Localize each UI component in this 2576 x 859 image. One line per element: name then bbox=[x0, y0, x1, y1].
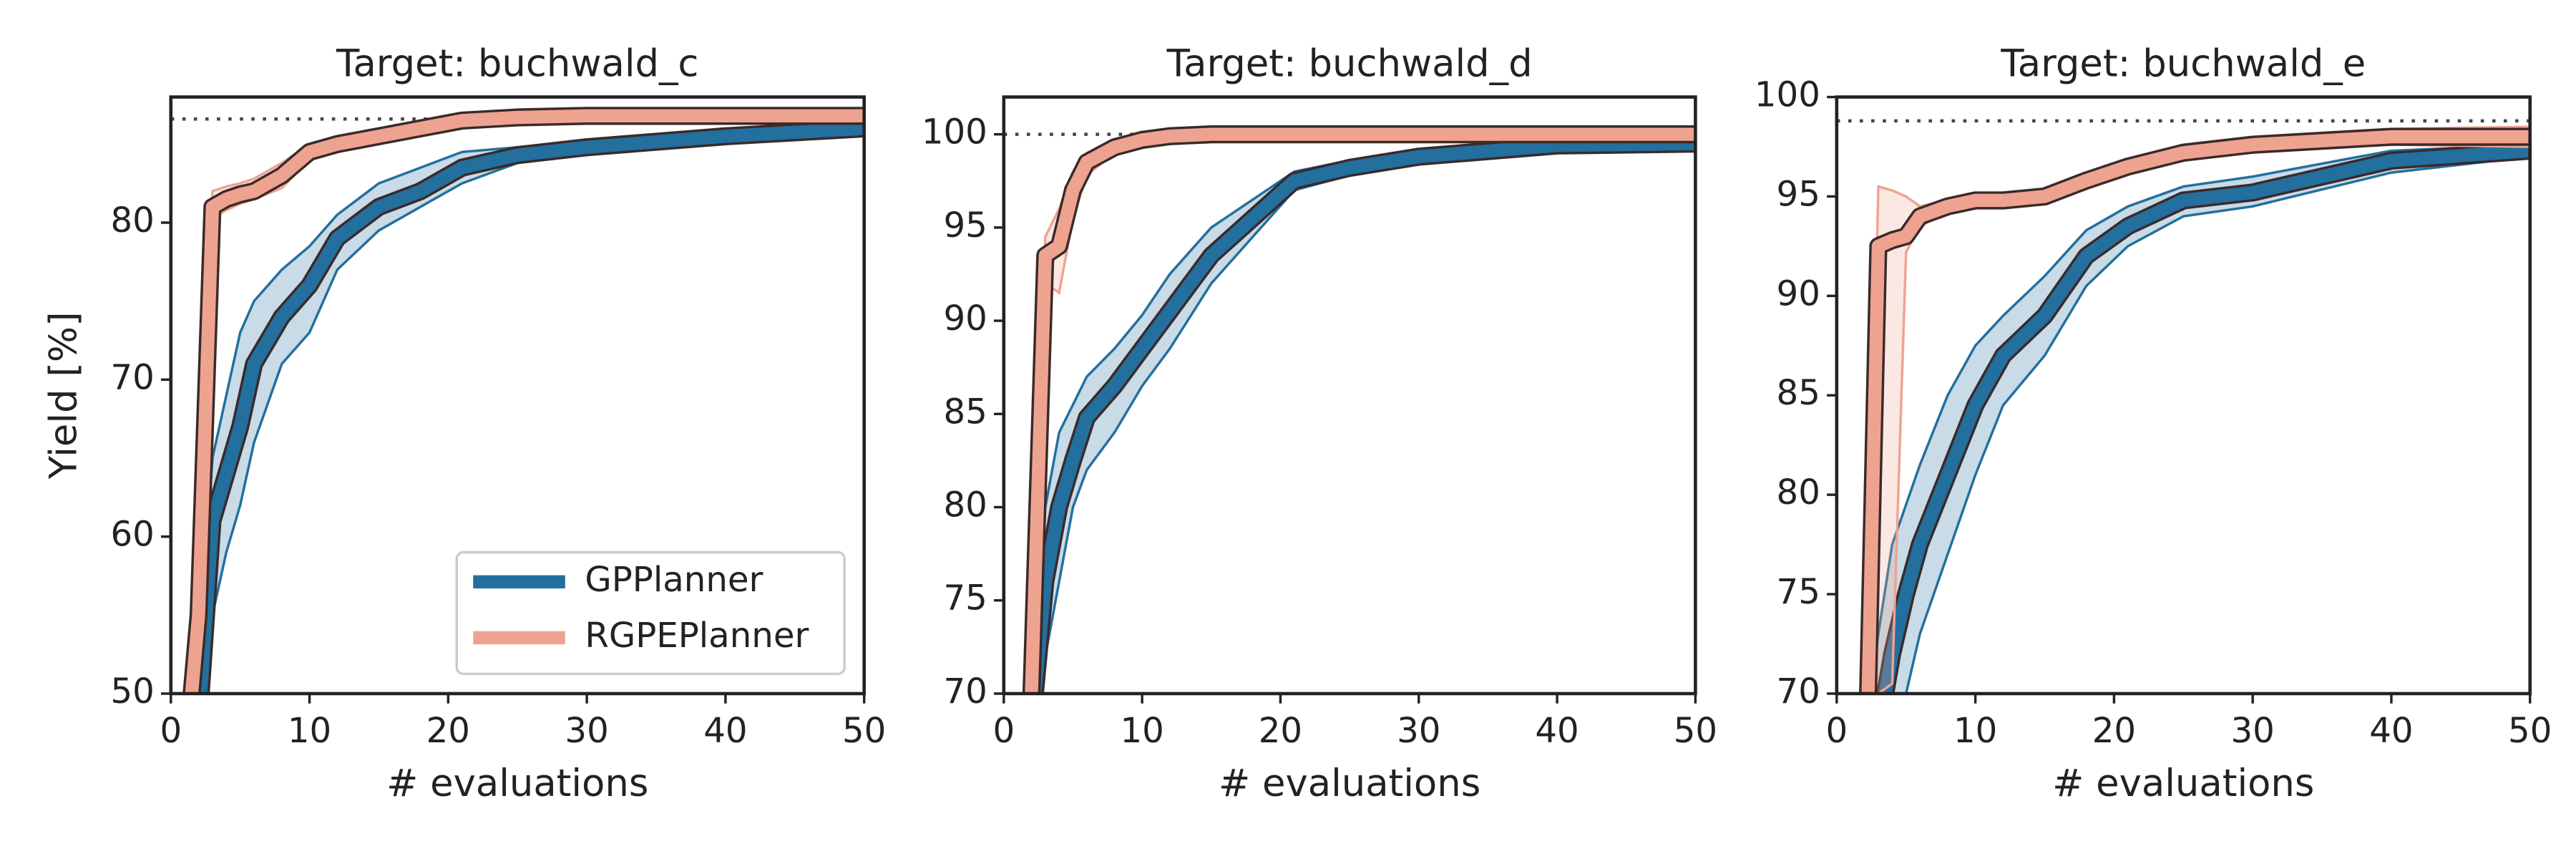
y-tick-label: 80 bbox=[110, 200, 154, 241]
y-tick-label: 80 bbox=[1777, 472, 1820, 513]
x-tick-label: 0 bbox=[160, 711, 182, 751]
y-tick-label: 70 bbox=[944, 671, 987, 712]
x-tick-label: 40 bbox=[1535, 711, 1579, 751]
plot-area bbox=[170, 107, 864, 694]
y-tick-label: 70 bbox=[1777, 671, 1820, 712]
y-tick-label: 70 bbox=[110, 357, 154, 397]
legend-label: GPPlanner bbox=[585, 560, 763, 600]
band bbox=[193, 124, 864, 694]
y-tick-label: 80 bbox=[944, 485, 987, 525]
y-tick-label: 90 bbox=[1777, 273, 1820, 314]
y-tick-label: 75 bbox=[944, 578, 987, 618]
line bbox=[1025, 127, 1696, 694]
y-tick-label: 50 bbox=[110, 671, 154, 712]
y-tick-label: 100 bbox=[1755, 75, 1820, 115]
chart-title: Target: buchwald_e bbox=[2000, 42, 2366, 86]
axes-frame bbox=[169, 95, 866, 696]
x-tick-label: 50 bbox=[842, 711, 886, 751]
axes-frame bbox=[1002, 95, 1697, 696]
plot-area bbox=[1003, 125, 1696, 694]
x-tick-label: 0 bbox=[992, 711, 1015, 751]
line bbox=[185, 109, 864, 694]
x-tick-label: 30 bbox=[565, 711, 608, 751]
x-tick-label: 30 bbox=[1397, 711, 1440, 751]
chart-title: Target: buchwald_c bbox=[336, 42, 699, 86]
x-tick-label: 30 bbox=[2230, 711, 2274, 751]
x-axis-label: # evaluations bbox=[1219, 762, 1480, 805]
band bbox=[1870, 143, 2530, 694]
line bbox=[1861, 130, 2530, 694]
y-tick-label: 85 bbox=[944, 392, 987, 432]
x-tick-label: 20 bbox=[1259, 711, 1302, 751]
y-tick-label: 95 bbox=[944, 205, 987, 246]
y-tick-label: 100 bbox=[922, 112, 987, 152]
x-tick-label: 40 bbox=[703, 711, 747, 751]
x-tick-label: 10 bbox=[1120, 711, 1163, 751]
x-tick-label: 40 bbox=[2369, 711, 2413, 751]
line bbox=[1878, 144, 2530, 694]
legend-label: RGPEPlanner bbox=[585, 616, 809, 656]
axes-frame bbox=[1835, 95, 2532, 696]
line bbox=[1028, 137, 1696, 694]
y-tick-label: 90 bbox=[944, 299, 987, 339]
x-tick-label: 10 bbox=[288, 711, 331, 751]
y-tick-label: 95 bbox=[1777, 174, 1820, 214]
y-axis-label: Yield [%] bbox=[42, 311, 85, 480]
x-tick-label: 0 bbox=[1826, 711, 1848, 751]
y-tick-label: 75 bbox=[1777, 572, 1820, 612]
plot-area bbox=[1836, 119, 2530, 694]
y-tick-label: 60 bbox=[110, 515, 154, 555]
x-tick-label: 20 bbox=[2092, 711, 2136, 751]
x-axis-label: # evaluations bbox=[2052, 762, 2314, 805]
x-tick-label: 50 bbox=[1674, 711, 1717, 751]
x-tick-label: 20 bbox=[426, 711, 470, 751]
x-tick-label: 10 bbox=[1953, 711, 1997, 751]
y-tick-label: 85 bbox=[1777, 373, 1820, 413]
line bbox=[194, 122, 864, 694]
x-tick-label: 50 bbox=[2508, 711, 2552, 751]
chart-title: Target: buchwald_d bbox=[1166, 42, 1533, 86]
x-axis-label: # evaluations bbox=[386, 762, 648, 805]
